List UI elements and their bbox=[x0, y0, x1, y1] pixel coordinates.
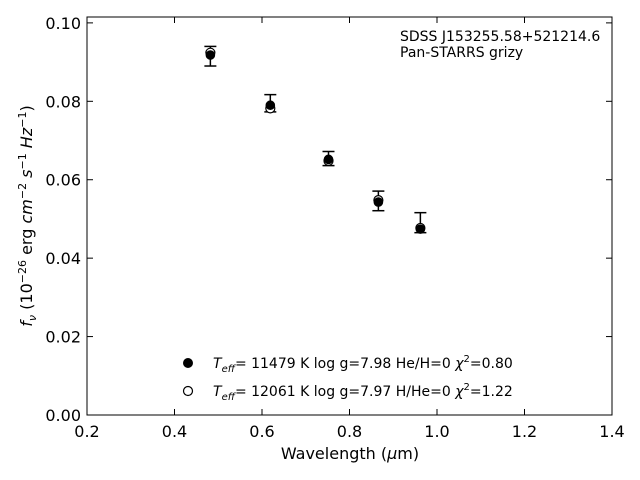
y-tick-label: 0.02 bbox=[45, 328, 81, 347]
x-tick-label: 1.2 bbox=[512, 422, 537, 441]
x-axis-title: Wavelength (μm) bbox=[281, 444, 419, 463]
data-markers bbox=[205, 47, 426, 234]
y-tick-label: 0.00 bbox=[45, 406, 81, 425]
model-point-filled bbox=[265, 100, 276, 111]
filter-annotation: Pan-STARRS grizy bbox=[400, 45, 523, 61]
model-point-filled bbox=[373, 197, 384, 207]
x-tick-label: 0.4 bbox=[162, 422, 187, 441]
legend-entry-1: Teff= 11479 K log g=7.98 He/H=0 χ2=0.80 bbox=[213, 354, 513, 375]
object-annotation: SDSS J153255.58+521214.6 bbox=[400, 29, 600, 45]
y-axis-ticks: 0.00 0.02 0.04 0.06 0.08 0.10 bbox=[45, 14, 612, 425]
x-axis-ticks: 0.2 0.4 0.6 0.8 1.0 1.2 1.4 bbox=[74, 17, 625, 441]
model-point-filled bbox=[415, 224, 426, 234]
x-tick-label: 0.2 bbox=[74, 422, 99, 441]
model-point-filled bbox=[323, 154, 334, 165]
y-tick-label: 0.08 bbox=[45, 92, 81, 111]
y-tick-label: 0.06 bbox=[45, 171, 81, 190]
legend: Teff= 11479 K log g=7.98 He/H=0 χ2=0.80 … bbox=[182, 354, 513, 403]
x-tick-label: 1.4 bbox=[599, 422, 624, 441]
y-axis-title: fν (10−26 erg cm−2 s−1 Hz−1) bbox=[16, 105, 39, 326]
x-tick-label: 0.8 bbox=[337, 422, 362, 441]
model-point-filled bbox=[205, 50, 216, 60]
y-tick-label: 0.04 bbox=[45, 249, 81, 268]
y-tick-label: 0.10 bbox=[45, 14, 81, 33]
x-tick-label: 0.6 bbox=[249, 422, 274, 441]
x-tick-label: 1.0 bbox=[424, 422, 449, 441]
legend-marker-filled bbox=[183, 358, 193, 368]
legend-marker-open bbox=[182, 385, 194, 397]
legend-entry-2: Teff= 12061 K log g=7.97 H/He=0 χ2=1.22 bbox=[213, 382, 513, 403]
